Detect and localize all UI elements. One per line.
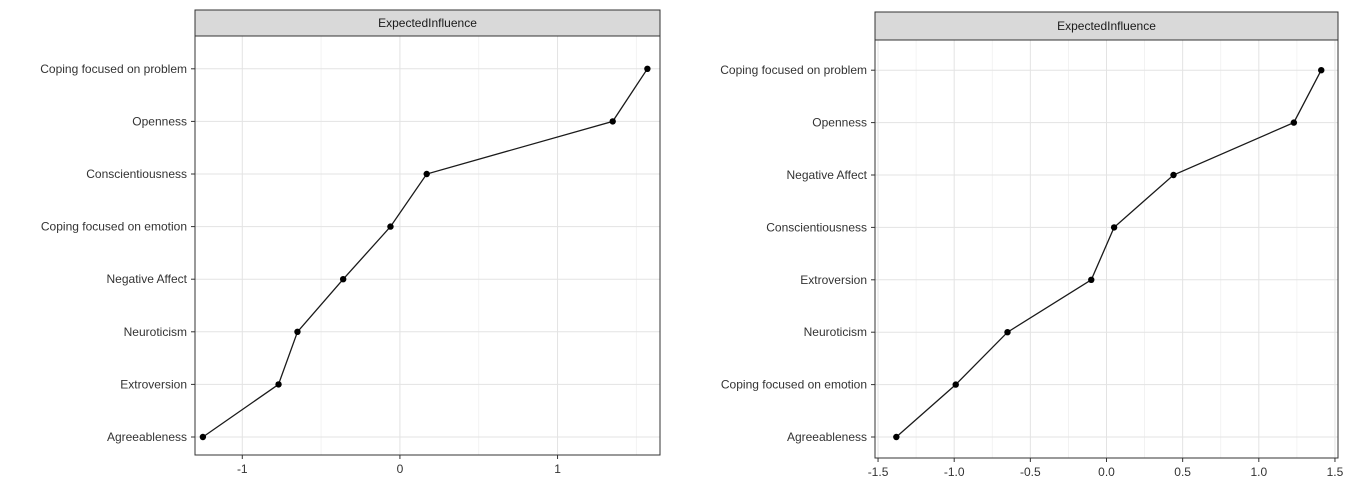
data-point xyxy=(294,328,301,335)
y-tick-label: Neuroticism xyxy=(124,325,187,339)
y-tick-label: Conscientiousness xyxy=(86,167,187,181)
y-tick-label: Coping focused on emotion xyxy=(721,378,867,392)
data-point xyxy=(387,223,394,230)
y-tick-label: Negative Affect xyxy=(107,272,188,286)
data-point xyxy=(1290,119,1298,126)
y-tick-label: Agreeableness xyxy=(787,430,867,444)
y-tick-label: Coping focused on emotion xyxy=(41,220,187,234)
series-line xyxy=(202,68,648,438)
data-point xyxy=(275,381,282,388)
strip-title: ExpectedInfluence xyxy=(378,16,477,30)
y-tick-label: Agreeableness xyxy=(107,430,187,444)
x-tick-label: 1 xyxy=(554,462,561,476)
x-tick-label: 1.5 xyxy=(1327,465,1344,479)
y-tick-label: Coping focused on problem xyxy=(40,62,187,76)
right-panel: ExpectedInfluence Agreeableness Coping foc… xyxy=(720,11,1344,479)
y-tick-label: Conscientiousness xyxy=(766,220,867,234)
strip-title: ExpectedInfluence xyxy=(1057,19,1156,33)
data-point xyxy=(893,433,900,441)
data-point xyxy=(423,170,430,178)
y-tick-label: Openness xyxy=(132,114,187,128)
data-point xyxy=(1110,224,1118,231)
data-point xyxy=(1170,171,1177,179)
x-tick-label: 0.5 xyxy=(1174,465,1191,479)
x-tick-label: -0.5 xyxy=(1020,465,1041,479)
y-tick-label: Coping focused on problem xyxy=(720,63,867,77)
y-tick-label: Extroversion xyxy=(120,377,187,391)
data-point xyxy=(644,65,651,73)
y-tick-label: Negative Affect xyxy=(787,168,868,182)
x-tick-label: 0 xyxy=(397,462,404,476)
left-panel: ExpectedInfluence Agreeableness Extroversi… xyxy=(40,9,661,476)
strip-header xyxy=(194,9,661,37)
data-point xyxy=(1088,276,1095,283)
x-tick-label: -1.0 xyxy=(944,465,965,479)
data-point xyxy=(1318,67,1325,74)
series-line xyxy=(895,69,1322,438)
data-point xyxy=(952,381,959,388)
y-tick-label: Extroversion xyxy=(800,273,867,287)
data-point xyxy=(339,276,347,283)
x-tick-label: -1 xyxy=(237,462,248,476)
x-tick-label: -1.5 xyxy=(868,465,889,479)
data-point xyxy=(199,433,207,441)
x-tick-label: 1.0 xyxy=(1250,465,1267,479)
x-tick-label: 0.0 xyxy=(1098,465,1115,479)
panel-background xyxy=(195,36,660,455)
data-point xyxy=(609,118,616,125)
y-tick-label: Openness xyxy=(812,116,867,130)
y-tick-label: Neuroticism xyxy=(804,325,867,339)
data-point xyxy=(1004,329,1011,336)
strip-header xyxy=(874,11,1339,41)
